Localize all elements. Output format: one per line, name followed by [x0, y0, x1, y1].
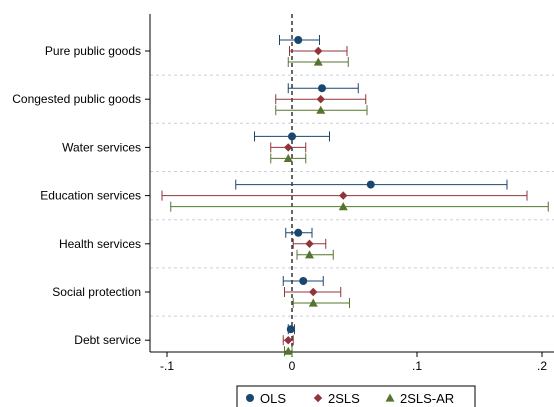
2sls-ar-point — [283, 153, 293, 162]
ols-point — [286, 325, 295, 334]
legend-marker-2sls-ar — [385, 393, 395, 402]
2sls-point — [284, 336, 293, 345]
2sls-point — [339, 191, 348, 200]
ols-point — [366, 180, 375, 189]
category-label: Water services — [62, 140, 141, 154]
2sls-point — [305, 239, 314, 248]
ols-point — [288, 132, 296, 141]
2sls-ar-point — [305, 250, 314, 259]
2sls-point — [284, 143, 293, 152]
x-tick-label: .1 — [412, 359, 422, 373]
x-tick-label: -.1 — [160, 359, 174, 373]
category-label: Health services — [59, 237, 141, 251]
category-label: Pure public goods — [45, 44, 141, 58]
2sls-ar-point — [316, 105, 326, 114]
ols-point — [299, 277, 308, 285]
ols-point — [318, 84, 326, 93]
2sls-ar-point — [338, 202, 348, 211]
2sls-ar-point — [283, 346, 293, 355]
category-label: Education services — [40, 189, 141, 203]
category-label: Social protection — [52, 285, 141, 299]
legend-marker-ols — [246, 394, 254, 402]
x-tick-label: .2 — [537, 359, 547, 373]
2sls-point — [309, 287, 318, 297]
2sls-point — [314, 46, 323, 56]
legend-label-2sls-ar: 2SLS-AR — [400, 391, 454, 406]
category-label: Congested public goods — [12, 92, 141, 106]
category-label: Debt service — [74, 333, 141, 347]
ols-point — [294, 228, 303, 237]
x-tick-label: 0 — [289, 359, 296, 373]
legend-label-ols: OLS — [260, 391, 286, 406]
ols-point — [294, 36, 303, 44]
legend-marker-2sls — [313, 393, 323, 403]
legend-box — [236, 385, 476, 407]
2sls-ar-point — [313, 57, 323, 66]
legend-label-2sls: 2SLS — [328, 391, 360, 406]
2sls-ar-point — [308, 298, 318, 307]
2sls-point — [316, 95, 325, 104]
